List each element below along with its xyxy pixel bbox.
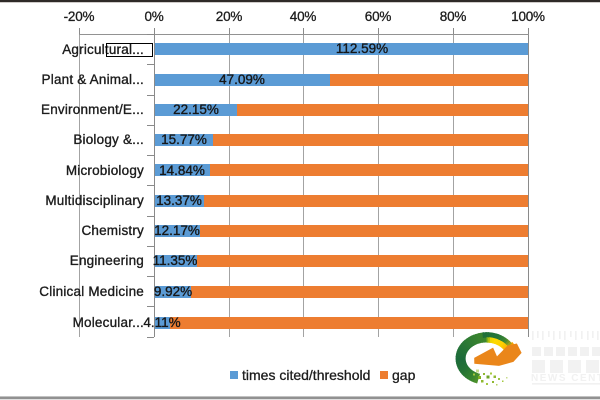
svg-text:NEWS CENTE: NEWS CENTE bbox=[531, 373, 600, 384]
